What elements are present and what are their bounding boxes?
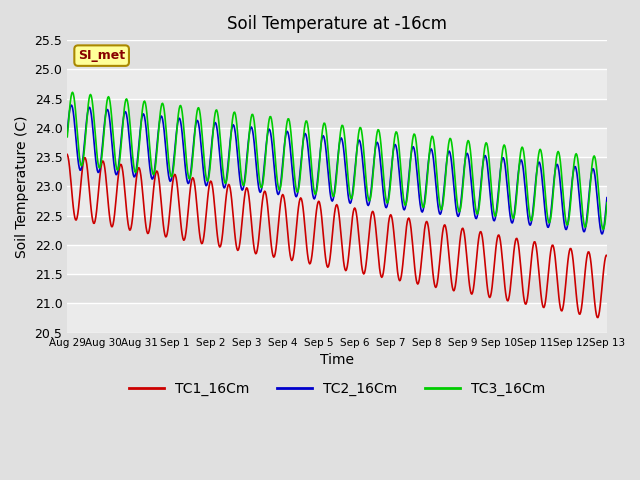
Bar	[67, 186, 607, 216]
Bar	[67, 216, 607, 245]
Title: Soil Temperature at -16cm: Soil Temperature at -16cm	[227, 15, 447, 33]
Bar	[67, 245, 607, 274]
Bar	[67, 303, 607, 333]
Bar	[67, 128, 607, 157]
Bar	[67, 157, 607, 186]
Text: SI_met: SI_met	[78, 49, 125, 62]
Y-axis label: Soil Temperature (C): Soil Temperature (C)	[15, 115, 29, 258]
Bar	[67, 40, 607, 70]
Bar	[67, 98, 607, 128]
X-axis label: Time: Time	[320, 353, 354, 367]
Bar	[67, 70, 607, 98]
Bar	[67, 274, 607, 303]
Legend: TC1_16Cm, TC2_16Cm, TC3_16Cm: TC1_16Cm, TC2_16Cm, TC3_16Cm	[124, 376, 550, 402]
